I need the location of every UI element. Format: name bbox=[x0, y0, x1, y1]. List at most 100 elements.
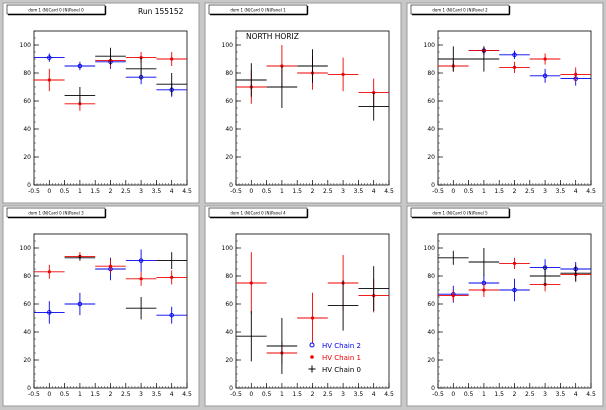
x-tick-label: 1.5 bbox=[90, 188, 100, 195]
pad-title: dom 1 (N)Card 0 (N)Panel 5 bbox=[432, 211, 488, 216]
y-tick-label: 0 bbox=[27, 385, 31, 392]
x-tick-label: 1.5 bbox=[292, 188, 302, 195]
data-point-chain0 bbox=[266, 66, 298, 108]
marker-circle bbox=[47, 310, 52, 315]
panel-background bbox=[2, 2, 200, 204]
plot-panel-4: dom 1 (N)Card 0 (N)Panel 4-0.5 0 0.5 1 1.5 2 2… bbox=[204, 205, 402, 407]
legend-label: HV Chain 1 bbox=[322, 354, 361, 362]
x-tick-label: 3.5 bbox=[354, 391, 364, 398]
x-tick-label: 0.5 bbox=[262, 391, 272, 398]
y-tick-label: 80 bbox=[427, 70, 435, 77]
x-tick-label: 0 bbox=[451, 391, 455, 398]
plot-panel-1: dom 1 (N)Card 0 (N)Panel 1-0.5 0 0.5 1 1.5 2 2… bbox=[204, 2, 402, 204]
x-tick-label: 4.5 bbox=[182, 391, 192, 398]
marker-star bbox=[451, 294, 455, 298]
x-tick-label: 0.5 bbox=[262, 188, 272, 195]
legend-marker-star bbox=[310, 355, 314, 359]
marker-circle bbox=[138, 258, 144, 263]
x-tick-label: 2.5 bbox=[323, 188, 333, 195]
legend: HV Chain 2 HV Chain 1 HV Chain 0 bbox=[308, 342, 361, 374]
legend-label: HV Chain 2 bbox=[322, 342, 361, 350]
marker-star bbox=[543, 57, 547, 61]
x-tick-label: 0.5 bbox=[464, 188, 474, 195]
data-point-chain0 bbox=[64, 87, 96, 104]
panel-background bbox=[204, 2, 402, 204]
x-tick-label: 4 bbox=[170, 188, 174, 195]
x-tick-label: 0.5 bbox=[60, 391, 70, 398]
x-tick-label: 1 bbox=[482, 188, 486, 195]
marker-star bbox=[170, 275, 174, 279]
x-tick-label: 1.5 bbox=[292, 391, 302, 398]
x-tick-label: 3.5 bbox=[152, 188, 162, 195]
data-point-chain0 bbox=[125, 57, 157, 80]
panel-background bbox=[204, 205, 402, 407]
x-tick-label: 1 bbox=[78, 188, 82, 195]
y-tick-label: 60 bbox=[23, 301, 31, 308]
y-tick-label: 80 bbox=[225, 70, 233, 77]
data-point-chain0 bbox=[358, 92, 389, 121]
marker-star bbox=[512, 65, 517, 69]
marker-circle bbox=[77, 63, 83, 69]
y-tick-label: 100 bbox=[20, 42, 32, 49]
x-tick-label: 1 bbox=[78, 391, 82, 398]
x-tick-label: 0.5 bbox=[464, 391, 474, 398]
y-tick-label: 0 bbox=[431, 385, 435, 392]
marker-star bbox=[47, 270, 51, 274]
y-tick-label: 0 bbox=[229, 385, 233, 392]
data-point-chain0 bbox=[95, 47, 126, 65]
data-point-chain1 bbox=[438, 290, 469, 302]
y-tick-label: 100 bbox=[222, 245, 234, 252]
data-point-chain0 bbox=[64, 255, 96, 261]
data-point-chain0 bbox=[125, 297, 157, 320]
data-point-chain0 bbox=[156, 73, 187, 96]
run-label: Run 155152 bbox=[138, 7, 184, 16]
data-point-chain1 bbox=[236, 252, 267, 314]
x-tick-label: -0.5 bbox=[230, 391, 242, 398]
y-tick-label: 20 bbox=[23, 154, 31, 161]
x-tick-label: 4.5 bbox=[586, 188, 596, 195]
x-tick-label: 3.5 bbox=[152, 391, 162, 398]
x-tick-label: -0.5 bbox=[28, 391, 40, 398]
x-tick-label: 2.5 bbox=[525, 391, 535, 398]
y-tick-label: 60 bbox=[225, 98, 233, 105]
x-tick-label: 1 bbox=[280, 188, 284, 195]
y-tick-label: 0 bbox=[27, 182, 31, 189]
panel-background bbox=[2, 205, 200, 407]
plot-panel-3: dom 1 (N)Card 0 (N)Panel 3-0.5 0 0.5 1 1.5 2 2… bbox=[2, 205, 200, 407]
data-point-chain2 bbox=[529, 68, 561, 83]
x-tick-label: 3 bbox=[341, 391, 345, 398]
data-point-chain1 bbox=[327, 57, 359, 92]
x-tick-label: -0.5 bbox=[432, 188, 444, 195]
x-tick-label: 2 bbox=[513, 391, 517, 398]
marker-star bbox=[341, 72, 345, 76]
data-point-chain0 bbox=[468, 46, 500, 72]
y-tick-label: 0 bbox=[229, 182, 233, 189]
marker-circle bbox=[47, 55, 52, 60]
panel-background bbox=[406, 2, 604, 204]
data-point-chain2 bbox=[499, 278, 530, 302]
x-tick-label: -0.5 bbox=[432, 391, 444, 398]
x-tick-label: 3.5 bbox=[556, 391, 566, 398]
data-point-chain0 bbox=[156, 252, 187, 269]
x-tick-label: 4.5 bbox=[384, 391, 394, 398]
x-tick-label: 4.5 bbox=[384, 188, 394, 195]
data-point-chain0 bbox=[297, 49, 328, 83]
pad-title: dom 1 (N)Card 0 (N)Panel 1 bbox=[230, 8, 286, 13]
marker-circle bbox=[512, 52, 517, 58]
data-point-chain1 bbox=[297, 292, 328, 344]
pad-title: dom 1 (N)Card 0 (N)Panel 2 bbox=[432, 8, 488, 13]
data-point-chain0 bbox=[266, 318, 298, 374]
marker-star bbox=[108, 264, 113, 268]
x-tick-label: 2 bbox=[109, 391, 113, 398]
y-tick-label: 80 bbox=[23, 273, 31, 280]
marker-circle bbox=[169, 312, 174, 318]
x-tick-label: 1 bbox=[482, 391, 486, 398]
data-point-chain0 bbox=[468, 248, 500, 276]
y-tick-label: 80 bbox=[225, 273, 233, 280]
marker-circle bbox=[542, 73, 548, 79]
data-point-chain1 bbox=[529, 53, 561, 65]
plot-panel-2: dom 1 (N)Card 0 (N)Panel 2-0.5 0 0.5 1 1.5 2 2… bbox=[406, 2, 604, 204]
marker-star bbox=[574, 72, 578, 76]
data-point-chain2 bbox=[34, 53, 65, 62]
data-point-chain1 bbox=[34, 68, 65, 92]
